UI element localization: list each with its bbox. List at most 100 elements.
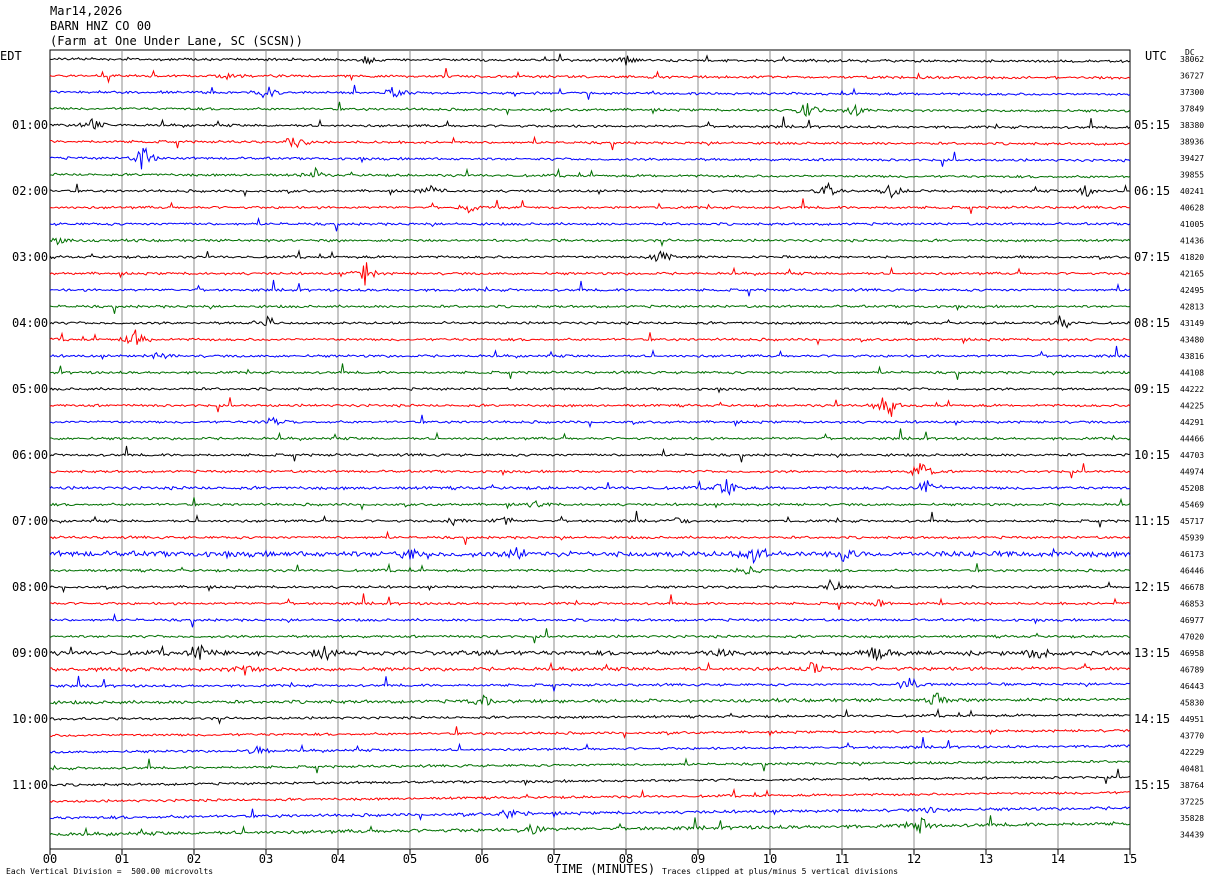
dc-offset-label: 42229 [1180,748,1204,757]
seismic-trace [49,146,1131,170]
seismic-trace [50,166,1131,179]
seismic-trace [49,84,1131,100]
seismic-trace [49,628,1131,644]
seismic-trace [50,593,1131,610]
seismic-trace [49,445,1131,463]
seismic-trace [49,262,1131,286]
dc-offset-label: 44703 [1180,451,1204,460]
seismic-trace [49,547,1131,565]
x-tick-label: 08 [619,852,633,866]
dc-offset-label: 42165 [1180,270,1204,279]
left-hour-label: 07:00 [12,514,48,528]
seismic-trace [49,497,1131,511]
dc-offset-label: 45208 [1180,484,1204,493]
seismic-trace [49,787,1131,803]
seismic-trace [49,562,1131,575]
seismic-trace [49,815,1131,837]
seismic-trace [49,463,1131,479]
x-tick-label: 04 [331,852,345,866]
seismic-trace [49,737,1131,755]
dc-offset-label: 40241 [1180,187,1204,196]
left-hour-label: 03:00 [12,250,48,264]
dc-offset-label: 36727 [1180,72,1204,81]
right-hour-label: 11:15 [1134,514,1170,528]
x-tick-label: 02 [187,852,201,866]
left-hour-label: 11:00 [12,778,48,792]
x-tick-label: 13 [979,852,993,866]
dc-offset-label: 43816 [1180,352,1204,361]
seismic-trace [49,237,1131,248]
right-hour-label: 10:15 [1134,448,1170,462]
seismic-trace [50,345,1131,361]
dc-offset-label: 43480 [1180,336,1204,345]
dc-offset-label: 41436 [1180,237,1204,246]
right-hour-label: 12:15 [1134,580,1170,594]
x-tick-label: 03 [259,852,273,866]
x-tick-label: 14 [1051,852,1065,866]
right-hour-label: 15:15 [1134,778,1170,792]
dc-offset-label: 45469 [1180,501,1204,510]
seismic-trace [49,116,1131,130]
left-hour-label: 04:00 [12,316,48,330]
dc-offset-label: 37300 [1180,88,1204,97]
seismic-trace [49,726,1131,740]
seismic-trace [49,386,1131,394]
seismic-trace [49,329,1131,346]
dc-offset-label: 39427 [1180,154,1204,163]
dc-offset-label: 38764 [1180,781,1204,790]
seismic-trace [49,181,1131,199]
seismic-trace [49,279,1131,297]
footer-clip-note: Traces clipped at plus/minus 5 vertical … [662,867,899,876]
dc-offset-label: 44466 [1180,435,1204,444]
dc-offset-label: 46853 [1180,600,1204,609]
dc-offset-label: 44951 [1180,715,1204,724]
seismic-trace [49,198,1131,214]
left-hour-label: 05:00 [12,382,48,396]
right-hour-label: 08:15 [1134,316,1170,330]
station-location: (Farm at One Under Lane, SC (SCSN)) [50,34,303,48]
dc-offset-label: 44291 [1180,418,1204,427]
seismic-trace [49,363,1131,380]
seismic-trace [49,768,1131,787]
dc-offset-label: 46446 [1180,567,1204,576]
x-tick-label: 06 [475,852,489,866]
x-tick-label: 07 [547,852,561,866]
right-hour-label: 14:15 [1134,712,1170,726]
seismic-trace [49,644,1131,662]
dc-offset-label: 35828 [1180,814,1204,823]
seismic-trace [49,479,1131,497]
left-timezone-label: EDT [0,49,22,63]
dc-offset-label: 37225 [1180,798,1204,807]
dc-offset-label: 46789 [1180,666,1204,675]
left-hour-label: 01:00 [12,118,48,132]
seismic-trace [49,101,1131,118]
seismic-trace [49,53,1131,66]
dc-offset-label: 44225 [1180,402,1204,411]
dc-offset-label: 46977 [1180,616,1204,625]
right-hour-label: 07:15 [1134,250,1170,264]
seismic-trace [49,304,1131,314]
right-hour-label: 13:15 [1134,646,1170,660]
seismic-trace [49,249,1131,263]
dc-offset-label: 47020 [1180,633,1204,642]
plot-date: Mar14,2026 [50,4,123,18]
seismic-trace [49,67,1131,84]
dc-offset-label: 39855 [1180,171,1204,180]
x-tick-label: 00 [43,852,57,866]
dc-offset-label: 44974 [1180,468,1204,477]
seismic-trace [49,315,1131,329]
plot-frame [49,49,1131,850]
dc-offset-label: 41820 [1180,253,1204,262]
dc-offset-label: 46443 [1180,682,1204,691]
left-hour-label: 10:00 [12,712,48,726]
seismic-trace [49,530,1131,545]
dc-offset-label: 38062 [1180,55,1204,64]
seismic-trace [49,675,1131,692]
seismic-trace [50,135,1131,151]
seismic-trace [50,757,1131,774]
dc-offset-label: 46958 [1180,649,1204,658]
right-timezone-label: UTC [1145,49,1167,63]
dc-offset-label: 42495 [1180,286,1204,295]
dc-offset-label: 45717 [1180,517,1204,526]
dc-offset-label: 44222 [1180,385,1204,394]
